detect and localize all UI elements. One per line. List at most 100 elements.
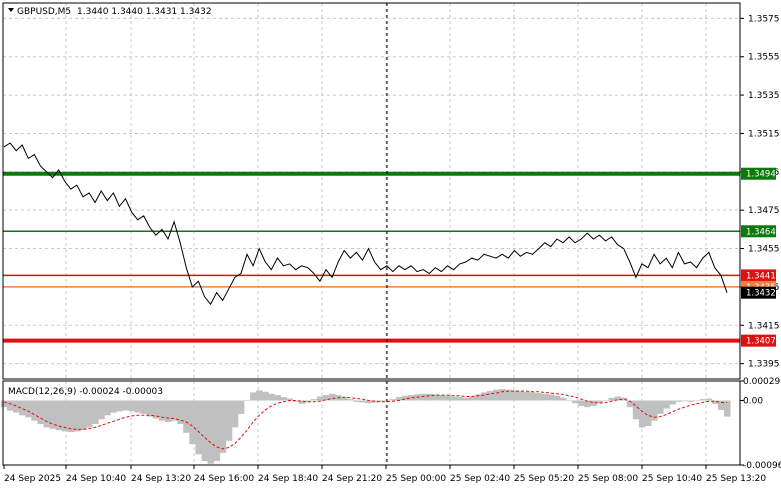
macd-bar [681,400,688,402]
macd-bar [79,400,87,431]
macd-bar [456,397,464,401]
price-tick-label: 1.3535 [748,91,780,101]
macd-bar [717,400,725,410]
macd-tick-label: 0.00029 [743,377,780,387]
price-tag-1.3432: 1.3432 [741,286,776,299]
macd-bar [165,400,172,422]
macd-bar [219,400,227,453]
macd-bar [705,398,713,401]
macd-bar [73,400,81,432]
time-tick-label: 24 Sep 10:40 [66,474,126,484]
macd-bar [535,393,543,401]
macd-bar [316,396,324,401]
macd-bar [663,400,670,409]
macd-bar [146,400,154,417]
time-tick-label: 24 Sep 18:40 [258,474,318,484]
macd-bar [493,389,500,401]
macd-bar [438,395,445,401]
macd-bar [638,400,646,428]
macd-bar [341,397,348,401]
macd-bar [201,400,208,461]
price-tick-label: 1.3555 [748,53,780,63]
macd-bar [651,400,658,421]
macd-bar [395,397,403,401]
macd-bar [177,400,184,424]
price-tag-label: 1.3432 [746,289,776,299]
macd-bar [49,400,57,429]
macd-bar [614,396,622,401]
macd-bar [645,400,652,426]
time-tick-label: 25 Sep 05:20 [514,474,574,484]
macd-panel[interactable]: MACD(12,26,9) -0.00024 -0.00003 [1,380,741,466]
macd-bar [426,393,433,401]
macd-bar [724,400,731,417]
macd-bar [110,400,117,413]
price-tag-bg [741,269,776,282]
macd-bar [231,400,239,428]
price-tag-label: 1.3441 [746,271,776,281]
macd-bar [547,394,555,401]
price-tick-label: 1.3395 [748,360,780,370]
macd-bar [389,399,397,401]
macd-bar [280,397,287,401]
macd-bar [602,400,609,401]
macd-bar [237,400,245,414]
price-panel[interactable] [2,2,741,380]
time-tick-label: 24 Sep 2025 [4,474,61,484]
macd-bar [25,400,32,418]
macd-bar [189,400,196,445]
macd-bar [55,400,63,431]
macd-bar [657,400,664,414]
macd-bar [699,399,707,401]
macd-bar [92,400,99,424]
price-tag-label: 1.3494 [746,170,776,180]
macd-bar [511,390,518,401]
chevron-down-icon[interactable] [8,8,14,12]
macd-bar [487,391,494,401]
macd-bar [116,400,123,412]
macd-bar [687,400,694,402]
macd-bar [67,400,75,433]
macd-bar [152,400,160,419]
macd-bar [408,395,415,401]
macd-bar [499,389,506,401]
macd-bar [262,391,269,401]
macd-bar [244,400,251,401]
macd-bar [529,392,536,401]
macd-bar [572,400,579,404]
price-series-line [3,142,728,306]
macd-bar [310,399,318,401]
macd-bar [553,395,561,401]
ohlc-readout: 1.3440 1.3440 1.3431 1.3432 [77,7,212,17]
macd-bar [377,400,385,402]
macd-bar [43,400,50,428]
macd-bar [183,400,190,433]
macd-bar [1,400,8,408]
time-tick-label: 25 Sep 00:00 [386,474,446,484]
time-tick-label: 25 Sep 02:40 [450,474,510,484]
macd-bar [213,400,221,461]
macd-bar [256,390,263,401]
macd-bar [669,400,676,405]
macd-bar [104,400,111,416]
price-tick-label: 1.3515 [748,129,780,139]
time-tick-label: 25 Sep 10:40 [642,474,702,484]
macd-bar [329,393,336,401]
macd-bar [37,400,44,424]
macd-bar [480,392,488,401]
price-tag-1.3464: 1.3464 [741,225,776,238]
macd-bar [444,395,451,401]
price-axis: 1.35751.35551.35351.35151.34951.34751.34… [740,14,780,370]
macd-bar [450,396,458,401]
macd-bar [86,400,93,428]
macd-bar [195,400,202,455]
time-tick-label: 24 Sep 13:20 [131,474,191,484]
macd-bar [462,397,470,401]
price-levels[interactable] [3,171,740,343]
macd-bar [359,400,366,403]
macd-axis: 0.00029 0.00 -0.00096 [740,377,781,471]
macd-bar [402,395,409,401]
price-tag-label: 1.3407 [746,337,776,347]
macd-bar [578,400,585,406]
